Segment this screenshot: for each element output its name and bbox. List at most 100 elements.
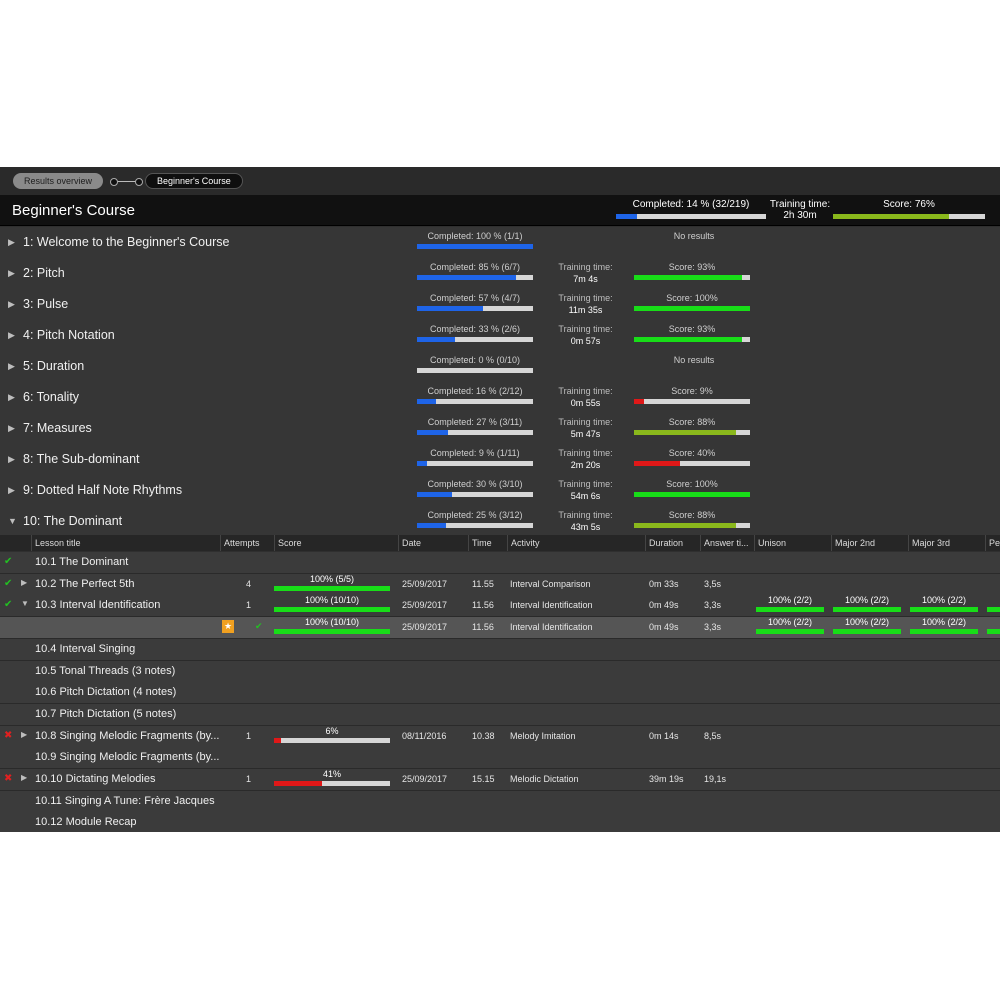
module-training-label: Training time: [558,448,613,458]
interval-score-label: 100% (2/2) [921,617,967,628]
module-row[interactable]: ▶ 2: Pitch Completed: 85 % (6/7) Training t… [0,258,1000,290]
lesson-row[interactable]: 10.9 Singing Melodic Fragments (by... [0,747,1000,770]
interval-score-bar-fill [756,607,824,613]
check-icon: ✔ [255,621,263,632]
interval-score-bar [910,629,978,635]
module-score-bar-fill [634,461,681,466]
expand-right-icon[interactable]: ▶ [8,392,15,402]
module-row[interactable]: ▶ 4: Pitch Notation Completed: 33 % (2/6) T… [0,320,1000,352]
date-value: 25/09/2017 [402,774,448,784]
course-score-bar [833,214,985,219]
interval-score-bar-fill [833,607,901,613]
col-lesson-title[interactable]: Lesson title [31,535,220,551]
module-row[interactable]: ▶ 1: Welcome to the Beginner's Course Comp… [0,227,1000,259]
module-row[interactable]: ▶ 7: Measures Completed: 27 % (3/11) Traini… [0,413,1000,445]
lesson-row[interactable]: ✖ ▶ 10.10 Dictating Melodies 1 41% 25/09/2017… [0,769,1000,791]
expand-right-icon[interactable]: ▶ [21,577,28,587]
answer-time-value: 19,1s [704,774,727,784]
expand-right-icon[interactable]: ▶ [8,299,15,309]
score-bar [274,585,390,591]
course-header: Beginner's Course Completed: 14 % (32/21… [0,195,1000,226]
breadcrumb-dot [110,178,118,186]
lesson-row[interactable]: 10.5 Tonal Threads (3 notes) [0,660,1000,683]
module-score-bar [634,399,750,404]
col-perfect[interactable]: Pe [985,535,1000,551]
module-score-bar-fill [634,430,737,435]
module-score-label: Score: 100% [666,293,718,303]
col-date[interactable]: Date [398,535,468,551]
lesson-row[interactable]: 10.12 Module Recap [0,812,1000,832]
breadcrumb-beginners-course[interactable]: Beginner's Course [145,173,243,189]
attempts-value: 4 [246,578,252,589]
module-row[interactable]: ▶ 9: Dotted Half Note Rhythms Completed: 3… [0,475,1000,507]
score-bar-fill [274,737,281,743]
col-time[interactable]: Time [468,535,507,551]
expand-right-icon[interactable]: ▶ [8,454,15,464]
module-score-bar [634,337,750,342]
expand-right-icon[interactable]: ▶ [8,237,15,247]
interval-score-bar-fill [987,629,1000,635]
expand-right-icon[interactable]: ▶ [8,361,15,371]
expand-right-icon[interactable]: ▶ [8,268,15,278]
expand-right-icon[interactable]: ▶ [21,729,28,739]
date-value: 25/09/2017 [402,600,448,611]
module-completed-bar [417,275,533,280]
expand-down-icon[interactable]: ▼ [8,516,17,526]
module-completed-label: Completed: 30 % (3/10) [427,479,523,489]
module-score-label: Score: 100% [666,479,718,489]
interval-score-bar [756,629,824,635]
col-unison[interactable]: Unison [754,535,831,551]
breadcrumb-results-overview[interactable]: Results overview [13,173,104,189]
module-row[interactable]: ▼ 10: The Dominant Completed: 25 % (3/12) T… [0,506,1000,538]
expand-right-icon[interactable]: ▶ [21,773,28,782]
module-row[interactable]: ▶ 6: Tonality Completed: 16 % (2/12) Traini… [0,382,1000,414]
module-score-bar-fill [634,337,742,342]
col-major-3rd[interactable]: Major 3rd [908,535,985,551]
module-row[interactable]: ▶ 5: Duration Completed: 0 % (0/10) No resu… [0,351,1000,383]
score-bar-fill [274,629,390,635]
col-duration[interactable]: Duration [645,535,700,551]
activity-value: Interval Comparison [510,578,591,589]
score-label: 100% (5/5) [309,573,355,584]
module-score-label: Score: 9% [671,386,713,396]
expand-right-icon[interactable]: ▶ [8,485,15,495]
page-title: Beginner's Course [12,202,135,219]
col-score[interactable]: Score [274,535,398,551]
lesson-row[interactable]: 10.6 Pitch Dictation (4 notes) [0,682,1000,705]
lesson-row[interactable]: ✖ ▶ 10.8 Singing Melodic Fragments (by... 1… [0,725,1000,748]
interval-score-bar [987,607,1000,613]
module-row[interactable]: ▶ 3: Pulse Completed: 57 % (4/7) Training t… [0,289,1000,321]
check-icon: ✔ [4,577,13,589]
col-attempts[interactable]: Attempts [220,535,274,551]
lesson-row[interactable]: 10.4 Interval Singing [0,638,1000,661]
module-completed-label: Completed: 25 % (3/12) [427,510,523,520]
module-completed-bar [417,523,533,528]
score-bar [274,737,390,743]
course-completed-bar [616,214,766,219]
interval-score-label: 100% (2/2) [921,595,967,606]
lesson-row[interactable]: 10.11 Singing A Tune: Frère Jacques [0,790,1000,813]
module-row[interactable]: ▶ 8: The Sub-dominant Completed: 9 % (1/11… [0,444,1000,476]
interval-score-bar [910,607,978,613]
module-completed-bar-fill [417,461,428,466]
expand-down-icon[interactable]: ▼ [21,599,29,609]
date-value: 25/09/2017 [402,578,448,589]
course-training-value: 2h 30m [783,210,817,221]
score-bar-fill [274,607,390,613]
module-completed-label: Completed: 16 % (2/12) [427,386,523,396]
lesson-row[interactable]: ✔ 10.1 The Dominant [0,552,1000,574]
expand-right-icon[interactable]: ▶ [8,330,15,340]
module-score-label: Score: 88% [668,510,716,520]
module-title: 10: The Dominant [23,514,123,528]
time-value: 11.56 [472,622,494,633]
lesson-row[interactable]: ✔ ▼ 10.3 Interval Identification 1 100% (10/… [0,595,1000,618]
col-activity[interactable]: Activity [507,535,645,551]
attempt-row[interactable]: ★ ✔ 100% (10/10) 25/09/2017 11.56 Interval Id… [0,617,1000,640]
check-icon: ✔ [4,599,13,611]
module-completed-bar [417,368,533,373]
lesson-row[interactable]: ✔ ▶ 10.2 The Perfect 5th 4 100% (5/5) 25/09/2… [0,573,1000,596]
col-major-2nd[interactable]: Major 2nd [831,535,908,551]
expand-right-icon[interactable]: ▶ [8,423,15,433]
col-answer-time[interactable]: Answer ti... [700,535,754,551]
lesson-row[interactable]: 10.7 Pitch Dictation (5 notes) [0,703,1000,726]
